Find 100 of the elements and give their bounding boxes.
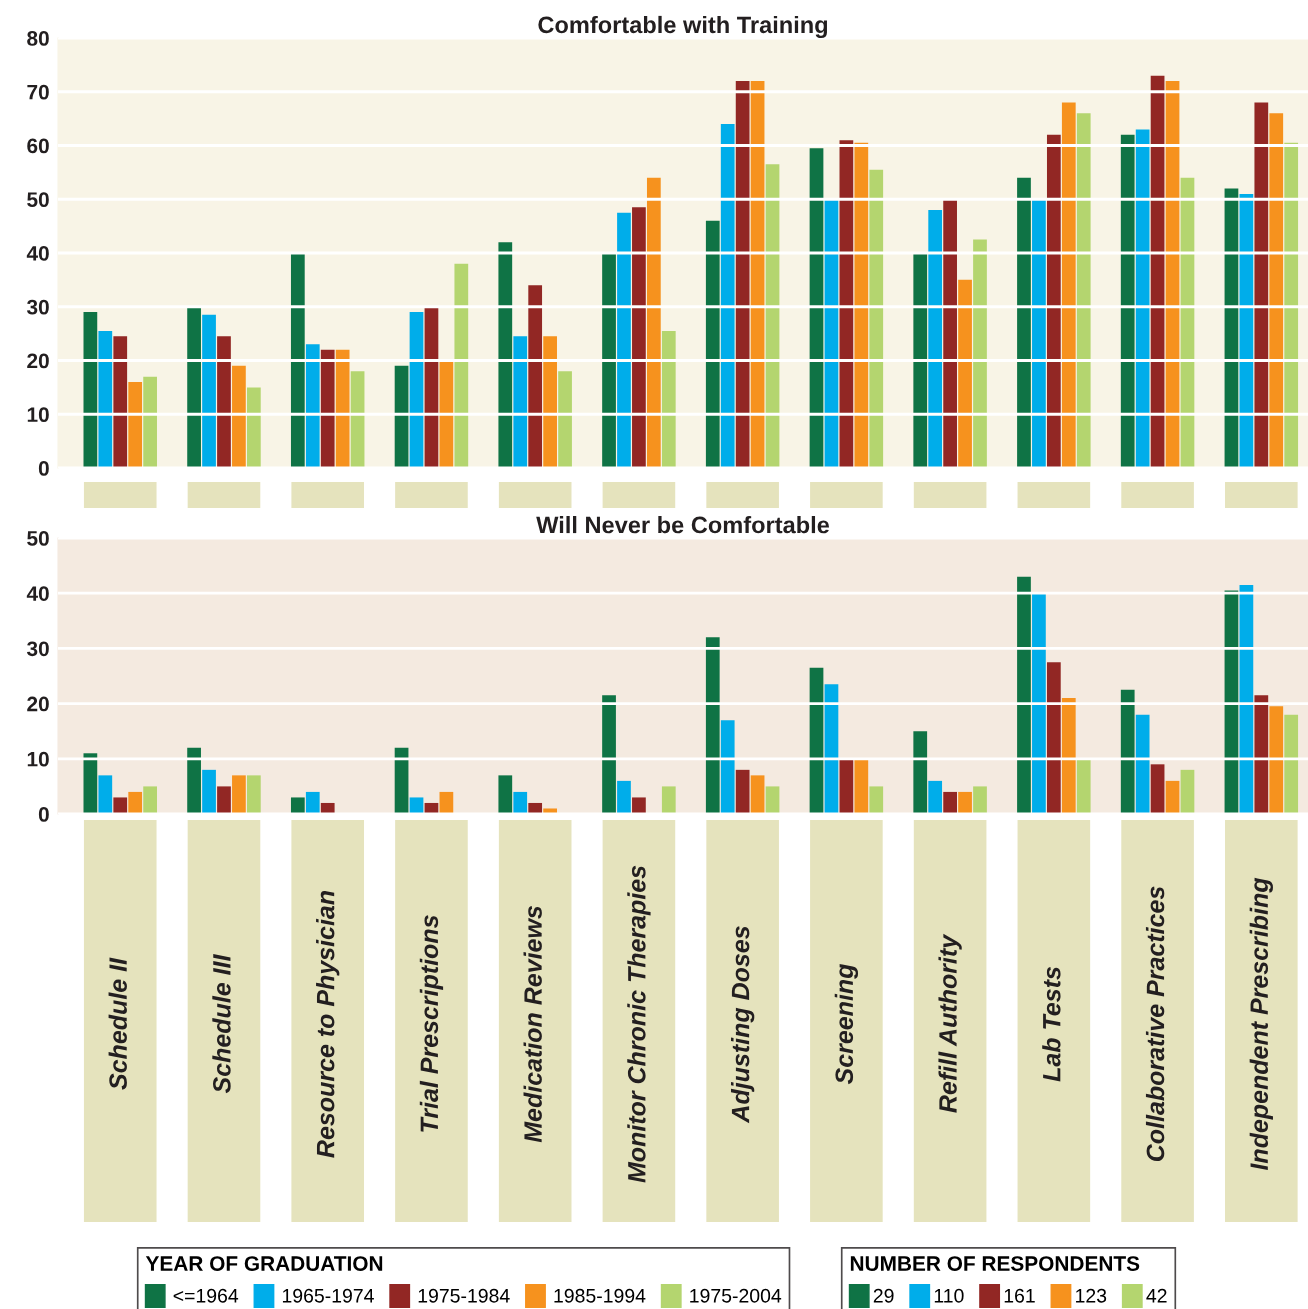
bar — [809, 148, 824, 468]
bar — [602, 695, 616, 814]
bar — [1135, 129, 1150, 468]
bar — [1017, 177, 1031, 468]
bar — [1046, 662, 1061, 814]
y-tick-label: 80 — [27, 31, 49, 46]
y-tick-label: 0 — [38, 807, 49, 822]
bar — [1120, 134, 1135, 468]
bar — [113, 336, 128, 468]
bar — [973, 786, 987, 814]
bar — [83, 312, 98, 468]
text: 161 — [1004, 1288, 1035, 1303]
bar — [335, 349, 350, 468]
legend-label: 1975-1984 — [418, 1288, 510, 1303]
bar — [661, 330, 676, 468]
bar — [439, 791, 454, 814]
bar — [824, 199, 839, 468]
bar — [1165, 780, 1180, 814]
bar — [913, 253, 928, 468]
bar — [869, 786, 884, 814]
bar — [498, 775, 513, 814]
bar — [1076, 758, 1091, 814]
y-tick-label: 50 — [27, 531, 49, 546]
bar — [558, 371, 572, 468]
bar — [409, 312, 424, 468]
bar — [290, 797, 305, 814]
bar — [839, 758, 854, 814]
bar — [350, 371, 365, 468]
x-tick-label: Lab Tests — [1042, 966, 1061, 1082]
y-tick-label: 70 — [27, 84, 49, 100]
bar — [1254, 695, 1269, 814]
text: 110 — [934, 1288, 964, 1303]
bar — [602, 253, 616, 468]
y-tick-label: 30 — [26, 299, 49, 315]
bar — [1046, 134, 1061, 468]
x-tick-label: Medication Reviews — [523, 906, 542, 1143]
bar — [1180, 177, 1195, 468]
bar — [869, 169, 884, 468]
y-tick-label: 10 — [27, 407, 49, 422]
bar — [454, 263, 469, 468]
bar — [928, 780, 943, 814]
bar — [1061, 102, 1076, 468]
text: 42 — [1146, 1288, 1167, 1303]
bar — [854, 758, 869, 814]
bar — [98, 775, 113, 814]
bar — [246, 775, 261, 814]
bar — [824, 684, 839, 814]
bar — [632, 797, 646, 814]
bar — [128, 791, 143, 814]
bar — [305, 791, 320, 814]
bar — [646, 177, 661, 468]
bar — [202, 769, 216, 814]
bar — [1135, 714, 1150, 814]
bar — [928, 210, 943, 468]
bar — [305, 344, 320, 468]
bar — [409, 797, 424, 814]
bar — [217, 786, 231, 814]
bar — [1032, 199, 1046, 468]
x-tick-label: Refill Authority — [938, 933, 962, 1113]
bar — [83, 753, 98, 814]
bar — [973, 239, 987, 468]
bar — [735, 81, 750, 468]
bar — [424, 306, 439, 468]
bar — [1284, 142, 1299, 468]
bar — [765, 164, 780, 468]
bar — [720, 124, 735, 468]
bar — [809, 667, 824, 814]
bar — [735, 769, 750, 814]
chart-title: Comfortable with Training — [538, 15, 828, 38]
bar — [543, 336, 557, 468]
y-tick-label: 20 — [27, 696, 49, 712]
legend-label: 1975-2004 — [690, 1288, 782, 1303]
y-tick-label: 10 — [27, 751, 49, 767]
bar — [513, 336, 528, 468]
legend-label: <=1964 — [173, 1288, 239, 1303]
bar — [246, 387, 261, 468]
bar — [232, 365, 246, 468]
legend-label: 1985-1994 — [554, 1288, 646, 1303]
bar — [528, 802, 543, 814]
x-tick-label: Adjusting Doses — [730, 926, 755, 1124]
bar — [750, 775, 765, 814]
bar — [128, 382, 143, 468]
x-tick-label: Trial Prescriptions — [419, 915, 444, 1132]
y-tick-label: 20 — [27, 353, 49, 369]
x-tick-label: Monitor Chronic Therapies — [627, 865, 651, 1183]
bar — [720, 720, 735, 814]
bar — [1284, 714, 1299, 814]
bar — [232, 775, 246, 814]
y-tick-label: 50 — [27, 192, 49, 207]
bar — [854, 142, 869, 468]
x-tick-label: Schedule III — [212, 954, 231, 1094]
text: 29 — [873, 1288, 894, 1303]
bar — [1061, 698, 1076, 814]
x-tick-label: Independent Prescribing — [1249, 877, 1273, 1171]
y-tick-label: 40 — [26, 246, 49, 261]
bar — [217, 336, 231, 468]
x-tick-label: Collaborative Practices — [1145, 886, 1165, 1162]
bar — [187, 306, 201, 468]
text: 123 — [1076, 1288, 1107, 1303]
bar — [439, 360, 454, 468]
